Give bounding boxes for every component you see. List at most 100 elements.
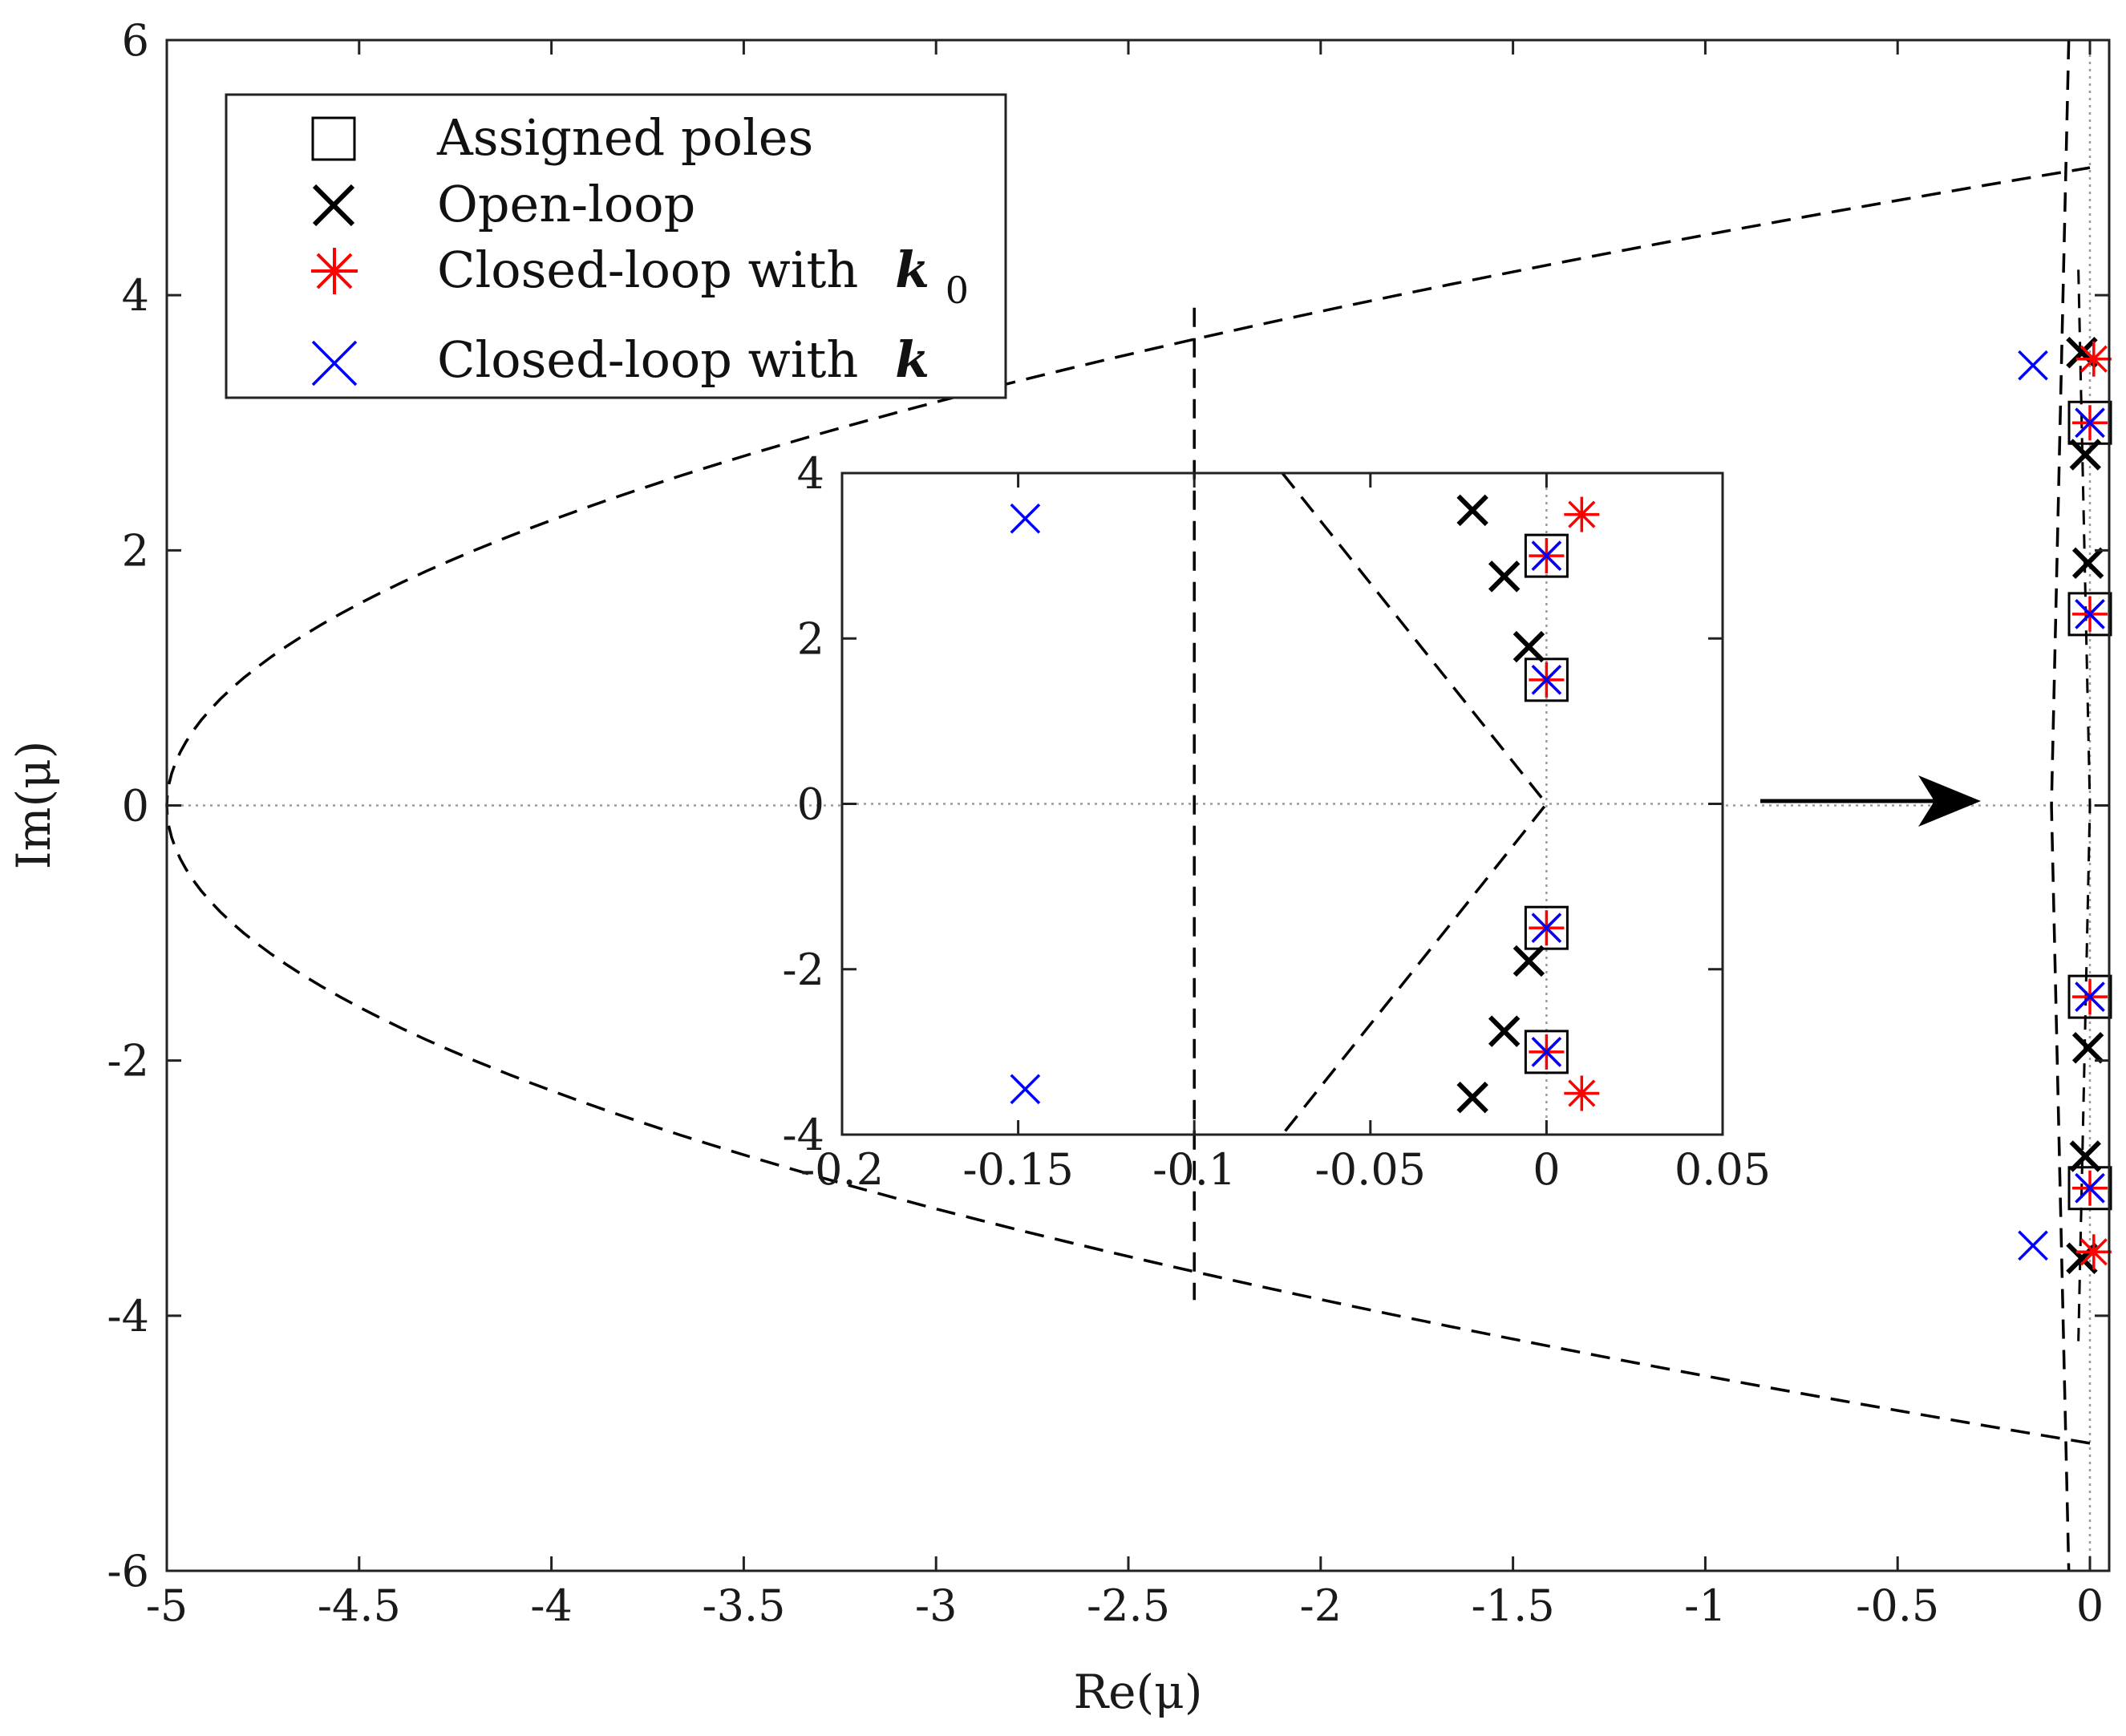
inset-marker-closed-loop-with-k-4-stroke-b [1010, 503, 1041, 534]
main-marker-closed-loop-with-k-4 [2018, 350, 2048, 381]
main-ytick-label-0: 6 [122, 15, 149, 66]
inset-marker-open-loop-0 [1456, 494, 1488, 527]
main-marker-closed-loop-with-k-1 [2075, 599, 2105, 629]
main-marker-closed-loop-with-k-1-stroke-b [2075, 599, 2105, 629]
legend-label-open-loop: Open-loop [437, 175, 695, 233]
main-ytick-label-2: 2 [122, 525, 149, 576]
main-marker-closed-loop-with-k0-5-stroke-d2 [2079, 1238, 2108, 1266]
inset-axis-ticks: -0.2 -0.15 -0.1 -0.05 0 0.05 4 2 0 -2 -4 [782, 448, 1771, 1195]
main-xtick-label-1: -4.5 [318, 1580, 401, 1631]
main-xtick-label-0: -5 [146, 1580, 188, 1631]
inset-marker-closed-loop-with-k0-4 [1564, 496, 1600, 532]
legend-label-closed-loop-k: Closed-loop with k [437, 330, 929, 389]
inset-marker-closed-loop-with-k0-5 [1564, 1075, 1600, 1111]
inset-marker-open-loop-4 [1488, 1015, 1521, 1047]
main-marker-assigned-poles-2 [2067, 974, 2112, 1019]
main-marker-open-loop-0-stroke-b [2066, 337, 2098, 369]
inset-marker-closed-loop-with-k-1-stroke-b [1531, 664, 1562, 695]
main-marker-closed-loop-with-k-3-stroke-b [2075, 1172, 2105, 1204]
inset-marker-open-loop-5-stroke-b [1456, 1081, 1488, 1114]
main-marker-closed-loop-with-k-0 [2075, 407, 2105, 439]
inset-marker-closed-loop-with-k-5 [1010, 1074, 1041, 1105]
main-axis-ticks: -5 -4.5 -4 -3.5 -3 -2.5 -2 -1.5 -1 -0.5 06420-2-4-… [107, 15, 2109, 1631]
inset-xtick-label-5: 0.05 [1674, 1144, 1771, 1195]
legend-label-closed-loop-k-text: Closed-loop with [437, 330, 858, 389]
legend-label-k0-symbol: k [895, 241, 929, 299]
legend-marker-x-blue [311, 340, 358, 386]
inset-ytick-label-3: -2 [782, 945, 824, 995]
inset-marker-open-loop-3-stroke-b [1512, 945, 1545, 977]
main-xtick-label-8: -1 [1684, 1580, 1727, 1631]
main-marker-open-loop-1-stroke-b [2069, 439, 2101, 471]
inset-marker-closed-loop-with-k-2-stroke-b [1531, 913, 1562, 944]
inset-ytick-label-1: 2 [797, 613, 824, 664]
main-marker-closed-loop-with-k-2 [2075, 981, 2105, 1012]
zoom-arrow-head [1918, 775, 1981, 827]
main-xtick-label-5: -2.5 [1087, 1580, 1170, 1631]
main-marker-closed-loop-with-k-5 [2018, 1230, 2048, 1261]
main-vertical-boundary [2050, 39, 2071, 1572]
main-xtick-label-3: -3.5 [702, 1580, 785, 1631]
y-axis-label: Im(μ) [6, 741, 61, 870]
main-marker-closed-loop-with-k0-4-stroke-d2 [2079, 345, 2108, 373]
inset-marker-closed-loop-with-k0-4-stroke-d2 [1568, 500, 1596, 528]
legend-label-k0-subscript: 0 [946, 269, 969, 312]
inset-marker-open-loop-2 [1512, 630, 1545, 663]
inset-marker-closed-loop-with-k-0 [1531, 540, 1562, 571]
main-marker-open-loop-4 [2069, 1140, 2101, 1172]
inset-marker-open-loop-1 [1488, 560, 1521, 593]
inset-marker-assigned-poles-0 [1524, 533, 1569, 578]
inset-sector-boundary [1281, 471, 1549, 1136]
main-marker-closed-loop-with-k0-4 [2075, 341, 2112, 377]
inset-xtick-label-2: -0.1 [1152, 1144, 1236, 1195]
main-marker-closed-loop-with-k-3 [2075, 1172, 2105, 1204]
main-marker-open-loop-3-stroke-b [2071, 1032, 2104, 1064]
inset-marker-open-loop-3 [1512, 945, 1545, 977]
legend-label-closed-loop-k0-text: Closed-loop with [437, 241, 858, 299]
main-marker-assigned-poles-0 [2067, 400, 2112, 445]
main-marker-open-loop-3 [2071, 1032, 2104, 1064]
inset-ytick-label-0: 4 [797, 448, 824, 499]
main-xtick-label-6: -2 [1300, 1580, 1342, 1631]
main-ytick-label-6: -6 [107, 1546, 149, 1596]
main-ytick-label-1: 4 [122, 270, 149, 321]
main-marker-assigned-poles-3 [2067, 1166, 2112, 1211]
inset-xtick-label-1: -0.15 [962, 1144, 1073, 1195]
main-ytick-label-5: -4 [107, 1291, 149, 1341]
legend-marker-asterisk-red [311, 248, 358, 294]
inset-marker-closed-loop-with-k-4 [1010, 503, 1041, 534]
zoom-arrow [1760, 775, 1981, 827]
x-axis-label: Re(μ) [1074, 1665, 1203, 1719]
inset-marker-open-loop-4-stroke-b [1488, 1015, 1521, 1047]
inset-marker-closed-loop-with-k-2 [1531, 913, 1562, 944]
main-ytick-label-3: 0 [122, 781, 149, 832]
main-marker-assigned-poles-1 [2067, 592, 2112, 637]
inset-marker-open-loop-5 [1456, 1081, 1488, 1114]
main-marker-closed-loop-with-k-4-stroke-b [2018, 350, 2048, 381]
legend-marker-x-black [312, 184, 355, 227]
legend-label-assigned-poles: Assigned poles [436, 108, 813, 167]
inset-marker-closed-loop-with-k-1 [1531, 664, 1562, 695]
main-xtick-label-2: -4 [530, 1580, 573, 1631]
main-marker-open-loop-4-stroke-b [2069, 1140, 2101, 1172]
inset-marker-closed-loop-with-k-5-stroke-b [1010, 1074, 1041, 1105]
legend-box [225, 93, 1007, 399]
inset-ytick-label-2: 0 [797, 779, 824, 830]
main-marker-closed-loop-with-k-2-stroke-b [2075, 981, 2105, 1012]
inset-xtick-label-0: -0.2 [800, 1144, 884, 1195]
main-marker-closed-loop-with-k-5-stroke-b [2018, 1230, 2048, 1261]
inset-marker-closed-loop-with-k0-5-stroke-d2 [1568, 1079, 1596, 1107]
inset-marker-open-loop-0-stroke-b [1456, 494, 1488, 527]
main-xtick-label-9: -0.5 [1856, 1580, 1939, 1631]
inset-marker-assigned-poles-3 [1524, 1030, 1569, 1074]
inset-xtick-label-3: -0.05 [1315, 1144, 1426, 1195]
inset-pole-markers [1010, 494, 1600, 1114]
inset-marker-open-loop-1-stroke-b [1488, 560, 1521, 593]
main-xtick-label-7: -1.5 [1472, 1580, 1555, 1631]
inset-marker-assigned-poles-1 [1524, 658, 1569, 702]
main-pole-markers [2018, 337, 2112, 1274]
main-xtick-label-10: 0 [2076, 1580, 2104, 1631]
inset-marker-open-loop-2-stroke-b [1512, 630, 1545, 663]
inset-marker-closed-loop-with-k-0-stroke-b [1531, 540, 1562, 571]
